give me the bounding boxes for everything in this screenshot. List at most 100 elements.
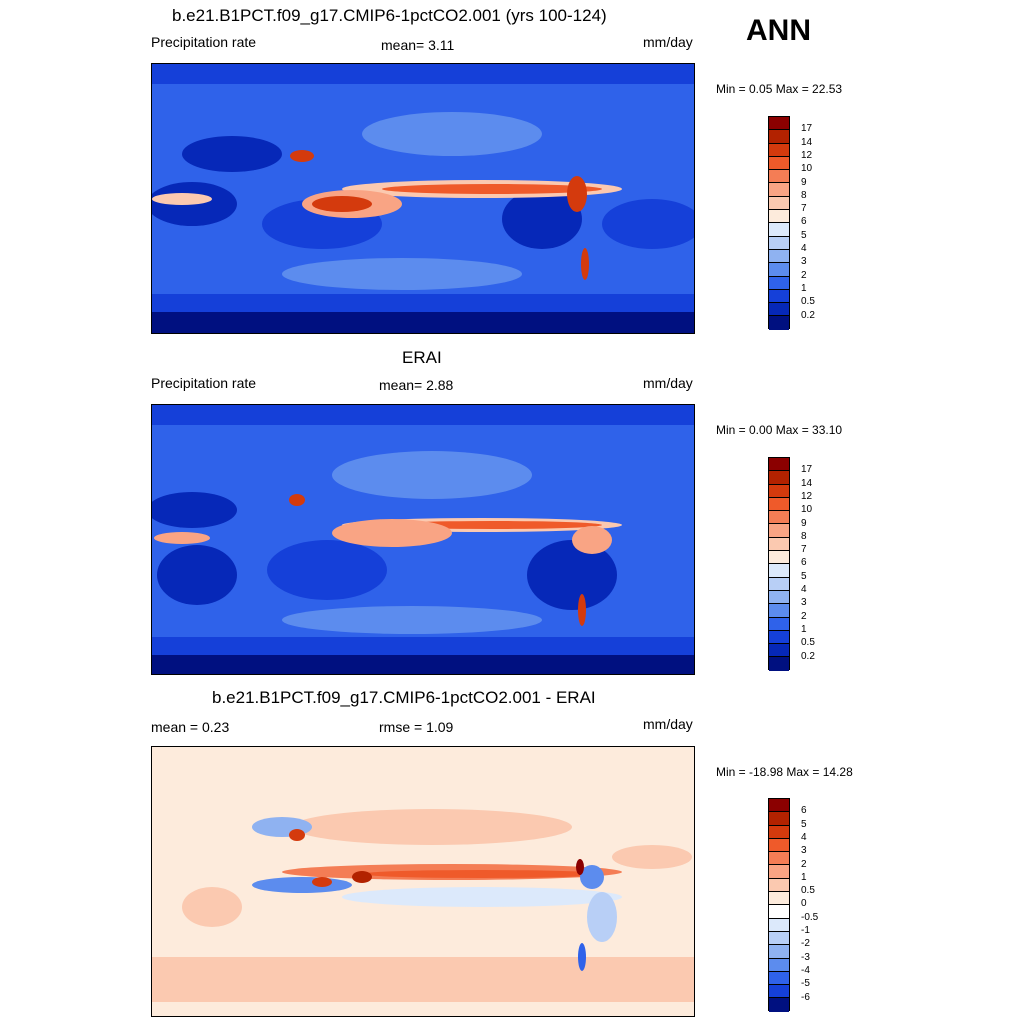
colorbar-tick-label: -1	[801, 925, 810, 936]
colorbar-tick-label: 9	[801, 176, 807, 188]
colorbar-tick-label: 6	[801, 216, 807, 228]
colorbar-segment	[769, 130, 789, 144]
season-label: ANN	[746, 14, 811, 47]
colorbar-segment	[769, 630, 789, 645]
colorbar-segment	[769, 303, 789, 317]
colorbar-segment	[769, 236, 789, 250]
colorbar-segment	[769, 117, 789, 131]
colorbar-segment	[769, 263, 789, 277]
colorbar-tick-label: 17	[801, 464, 813, 476]
colorbar-tick-label: 12	[801, 490, 813, 502]
colorbar-tick-label: 0.5	[801, 885, 815, 897]
panel-1-minmax: Min = 0.05 Max = 22.53	[716, 82, 843, 96]
colorbar-tick-label: 4	[801, 243, 807, 254]
colorbar-segment	[769, 985, 789, 999]
colorbar-tick-label: 5	[801, 818, 807, 830]
panel-1-title: b.e21.B1PCT.f09_g17.CMIP6-1pctCO2.001 (y…	[172, 6, 607, 25]
colorbar-segment	[769, 577, 789, 591]
colorbar-segment	[769, 958, 789, 972]
panel-1-mean-label: mean= 3.11	[381, 37, 455, 53]
panel-2-variable-label: Precipitation rate	[151, 375, 257, 391]
panel-3-minmax: Min = -18.98 Max = 14.28	[716, 765, 853, 779]
colorbar-tick-label: 0.2	[801, 650, 815, 662]
colorbar-segment	[769, 511, 789, 525]
colorbar-segment	[769, 564, 789, 578]
panel-3-title: b.e21.B1PCT.f09_g17.CMIP6-1pctCO2.001 - …	[212, 688, 596, 707]
colorbar-tick-label: 3	[801, 845, 807, 857]
panel-1-map	[151, 63, 695, 334]
colorbar-segment	[769, 852, 789, 866]
colorbar-segment	[769, 223, 789, 237]
colorbar-tick-label: 1	[801, 623, 807, 635]
panel-3-map-graphic	[152, 747, 694, 1016]
panel-2-map-graphic	[152, 405, 694, 674]
colorbar-segment	[769, 249, 789, 264]
colorbar-segment	[769, 551, 789, 565]
colorbar-segment	[769, 183, 789, 197]
colorbar-segment	[769, 524, 789, 538]
colorbar-segment	[769, 971, 789, 986]
colorbar-tick-label: 2	[801, 269, 807, 281]
colorbar-tick-label: 14	[801, 477, 813, 489]
panel-3-rmse-label: rmse = 1.09	[379, 719, 454, 735]
colorbar-segment	[769, 458, 789, 472]
colorbar-segment	[769, 497, 789, 512]
colorbar-tick-label: 9	[801, 517, 807, 529]
colorbar-segment	[769, 892, 789, 906]
panel-1-map-graphic	[152, 64, 694, 333]
colorbar-segment	[769, 644, 789, 658]
colorbar-segment	[769, 316, 789, 330]
colorbar-segment	[769, 931, 789, 946]
colorbar-segment	[769, 945, 789, 959]
colorbar-tick-label: 10	[801, 504, 813, 516]
colorbar-segment	[769, 825, 789, 839]
colorbar-tick-label: -2	[801, 938, 810, 950]
colorbar-segment	[769, 590, 789, 605]
colorbar-segment	[769, 604, 789, 618]
colorbar-tick-label: -0.5	[801, 911, 819, 923]
panel-3-colorbar	[768, 798, 790, 1012]
colorbar-tick-label: 2	[801, 858, 807, 870]
colorbar-tick-label: 0.2	[801, 309, 815, 321]
colorbar-segment	[769, 196, 789, 211]
panel-1-variable-label: Precipitation rate	[151, 34, 257, 50]
colorbar-tick-label: 4	[801, 831, 807, 843]
colorbar-segment	[769, 657, 789, 671]
colorbar-segment	[769, 471, 789, 485]
colorbar-segment	[769, 143, 789, 157]
colorbar-tick-label: 3	[801, 597, 807, 609]
colorbar-tick-label: 14	[801, 136, 813, 148]
colorbar-tick-label: 4	[801, 584, 807, 595]
colorbar-tick-label: 1	[801, 871, 807, 883]
panel-2-units-label: mm/day	[643, 375, 693, 391]
panel-3-units-label: mm/day	[643, 716, 693, 732]
colorbar-tick-label: 7	[801, 544, 807, 556]
colorbar-segment	[769, 617, 789, 631]
panel-2-mean-label: mean= 2.88	[379, 377, 454, 393]
colorbar-tick-label: 12	[801, 149, 813, 161]
colorbar-segment	[769, 210, 789, 224]
colorbar-tick-label: -3	[801, 951, 810, 963]
colorbar-segment	[769, 276, 789, 290]
panel-1-colorbar	[768, 116, 790, 330]
colorbar-segment	[769, 537, 789, 552]
colorbar-segment	[769, 156, 789, 171]
colorbar-tick-label: 6	[801, 557, 807, 569]
colorbar-segment	[769, 838, 789, 853]
colorbar-segment	[769, 799, 789, 813]
colorbar-segment	[769, 905, 789, 919]
colorbar-tick-label: 8	[801, 189, 807, 201]
panel-1-units-label: mm/day	[643, 34, 693, 50]
colorbar-tick-label: 17	[801, 123, 813, 135]
colorbar-tick-label: -6	[801, 991, 810, 1003]
panel-3-map	[151, 746, 695, 1017]
colorbar-segment	[769, 812, 789, 826]
colorbar-tick-label: 1	[801, 282, 807, 294]
colorbar-tick-label: 10	[801, 163, 813, 175]
colorbar-segment	[769, 998, 789, 1012]
panel-3-mean-label: mean = 0.23	[151, 719, 230, 735]
panel-2-title: ERAI	[402, 348, 442, 367]
colorbar-tick-label: 3	[801, 256, 807, 268]
colorbar-segment	[769, 170, 789, 184]
colorbar-tick-label: 6	[801, 805, 807, 817]
